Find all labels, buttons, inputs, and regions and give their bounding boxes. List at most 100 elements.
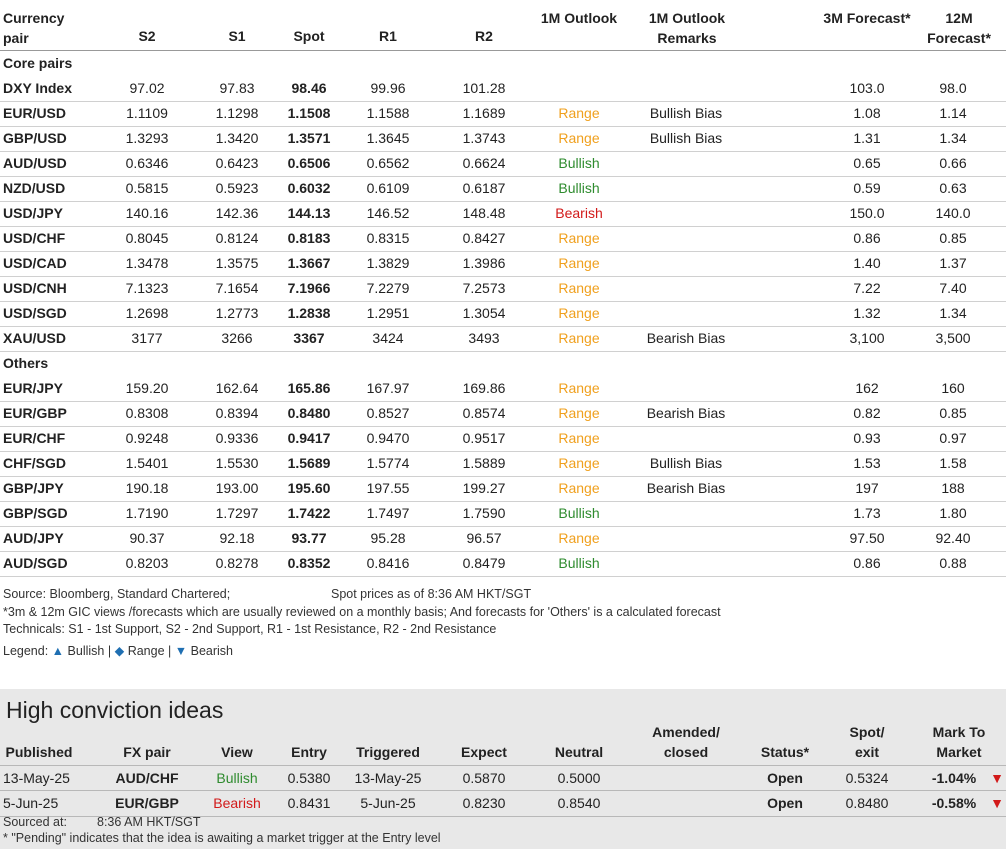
hc-spot-cell: 0.8480: [845, 795, 889, 811]
forecast-3m-cell: 0.82: [853, 405, 881, 421]
forecast-3m-cell: 97.50: [849, 530, 885, 546]
hc-sourced-label: Sourced at:: [3, 815, 67, 829]
forecast-3m-cell: 0.86: [853, 555, 881, 571]
down-arrow-icon: ▼: [990, 795, 1004, 811]
forecast-3m-cell: 1.08: [853, 105, 881, 121]
s1-cell: 162.64: [215, 380, 259, 396]
pair-cell: AUD/USD: [3, 155, 67, 171]
hc-view-cell: Bullish: [216, 770, 258, 786]
forecast-12m-cell: 160: [941, 380, 965, 396]
forecast-12m-cell: 0.66: [939, 155, 967, 171]
hc-header-status: Status*: [760, 744, 810, 760]
hc-expect-cell: 0.5870: [462, 770, 506, 786]
hc-header-mark-to-market: Mark To Market: [932, 724, 986, 760]
spot-cell: 144.13: [287, 205, 331, 221]
r1-cell: 0.8315: [366, 230, 410, 246]
remark-cell: Bearish Bias: [646, 330, 726, 346]
outlook-cell: Bullish: [558, 555, 600, 571]
s1-cell: 0.5923: [215, 180, 259, 196]
pair-cell: NZD/USD: [3, 180, 66, 196]
outlook-cell: Range: [558, 105, 600, 121]
source-note: Source: Bloomberg, Standard Chartered;: [3, 587, 231, 601]
forecast-12m-cell: 188: [941, 480, 965, 496]
high-conviction-panel: [0, 689, 1006, 849]
forecast-12m-cell: 1.34: [939, 130, 967, 146]
s2-cell: 0.6346: [125, 155, 169, 171]
hc-expect-cell: 0.8230: [462, 795, 506, 811]
r1-cell: 197.55: [366, 480, 410, 496]
r1-cell: 167.97: [366, 380, 410, 396]
pair-cell: EUR/JPY: [3, 380, 63, 396]
forecast-note: *3m & 12m GIC views /forecasts which are…: [3, 605, 721, 619]
pair-cell: GBP/SGD: [3, 505, 68, 521]
table-row: AUD/USD 0.6346 0.6423 0.6506 0.6562 0.6624 Bul…: [0, 151, 1006, 177]
forecast-12m-cell: 1.80: [939, 505, 967, 521]
legend-bullish: Bullish: [67, 644, 105, 658]
pair-cell: AUD/SGD: [3, 555, 68, 571]
forecast-3m-cell: 1.53: [853, 455, 881, 471]
range-diamond-icon: ◆: [114, 644, 125, 658]
s1-cell: 3266: [221, 330, 253, 346]
outlook-cell: Bearish: [555, 205, 603, 221]
hc-neutral-cell: 0.5000: [557, 770, 601, 786]
remark-cell: Bearish Bias: [646, 405, 726, 421]
forecast-3m-cell: 150.0: [849, 205, 885, 221]
header-spot: Spot: [293, 28, 325, 44]
r1-cell: 99.96: [370, 80, 406, 96]
spot-time-note: Spot prices as of 8:36 AM HKT/SGT: [331, 587, 532, 601]
hc-mtm-cell: -1.04%: [931, 770, 977, 786]
pair-cell: CHF/SGD: [3, 455, 66, 471]
r2-cell: 199.27: [462, 480, 506, 496]
outlook-cell: Range: [558, 380, 600, 396]
section-core-pairs: Core pairs: [3, 55, 73, 71]
forecast-12m-cell: 0.97: [939, 430, 967, 446]
hc-header-fx-pair: FX pair: [123, 744, 171, 760]
s2-cell: 1.7190: [125, 505, 169, 521]
s2-cell: 7.1323: [125, 280, 169, 296]
hc-header-view: View: [221, 744, 253, 760]
forecast-12m-cell: 0.85: [939, 230, 967, 246]
forecast-12m-cell: 0.85: [939, 405, 967, 421]
s2-cell: 0.8308: [125, 405, 169, 421]
legend-separator: |: [107, 644, 112, 658]
technicals-note: Technicals: S1 - 1st Support, S2 - 2nd S…: [3, 622, 497, 636]
r2-cell: 0.6187: [462, 180, 506, 196]
s1-cell: 1.5530: [215, 455, 259, 471]
spot-cell: 0.8352: [287, 555, 331, 571]
pair-cell: DXY Index: [3, 80, 72, 96]
spot-cell: 195.60: [287, 480, 331, 496]
s2-cell: 1.2698: [125, 305, 169, 321]
forecast-12m-cell: 0.63: [939, 180, 967, 196]
r2-cell: 169.86: [462, 380, 506, 396]
hc-header-entry: Entry: [291, 744, 327, 760]
header-1m-outlook: 1M Outlook: [540, 10, 618, 26]
outlook-cell: Range: [558, 330, 600, 346]
r2-cell: 1.1689: [462, 105, 506, 121]
s1-cell: 1.3575: [215, 255, 259, 271]
s2-cell: 1.3478: [125, 255, 169, 271]
remark-cell: Bearish Bias: [646, 480, 726, 496]
hc-table-row: 13-May-25 AUD/CHF Bullish 0.5380 13-May-25 0.…: [0, 765, 1006, 791]
r2-cell: 1.3986: [462, 255, 506, 271]
forecast-3m-cell: 3,100: [849, 330, 885, 346]
hc-entry-cell: 0.5380: [287, 770, 331, 786]
forecast-12m-cell: 1.37: [939, 255, 967, 271]
hc-header-spot-exit: Spot/ exit: [849, 724, 885, 760]
s1-cell: 0.8124: [215, 230, 259, 246]
s2-cell: 0.8203: [125, 555, 169, 571]
s1-cell: 0.8394: [215, 405, 259, 421]
hc-published-cell: 5-Jun-25: [3, 795, 59, 811]
r1-cell: 1.3645: [366, 130, 410, 146]
r2-cell: 0.8479: [462, 555, 506, 571]
s2-cell: 1.1109: [126, 105, 168, 121]
spot-cell: 0.8183: [287, 230, 331, 246]
legend: Legend: ▲ Bullish | ◆ Range | ▼ Bearish: [3, 643, 233, 658]
r1-cell: 1.7497: [366, 505, 410, 521]
r2-cell: 96.57: [466, 530, 502, 546]
r1-cell: 0.6109: [366, 180, 410, 196]
hc-header-expect: Expect: [461, 744, 507, 760]
r1-cell: 146.52: [366, 205, 410, 221]
s1-cell: 0.9336: [215, 430, 259, 446]
down-arrow-icon: ▼: [990, 770, 1004, 786]
spot-cell: 3367: [293, 330, 325, 346]
